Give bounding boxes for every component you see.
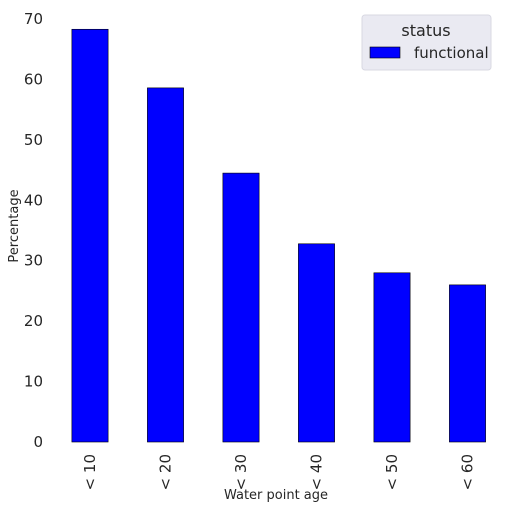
bar	[298, 243, 335, 443]
x-tick-label: < 30	[232, 454, 250, 490]
x-tick-label: < 50	[383, 454, 401, 490]
x-tick-label: < 20	[157, 454, 175, 490]
y-axis-label: Percentage	[7, 189, 22, 262]
x-tick-label: < 40	[308, 454, 326, 490]
y-tick-label: 50	[24, 131, 43, 149]
y-axis-ticks: 0 10 20 30 40 50 60 70	[24, 10, 43, 451]
y-tick-label: 70	[24, 10, 43, 28]
bar	[222, 172, 260, 443]
bar	[147, 87, 184, 443]
legend: status functional	[361, 14, 492, 71]
legend-label-functional: functional	[414, 44, 489, 62]
legend-title: status	[401, 21, 450, 40]
y-tick-label: 60	[24, 70, 43, 88]
y-tick-label: 40	[24, 191, 43, 209]
legend-swatch-functional	[369, 46, 401, 59]
y-tick-label: 30	[24, 252, 43, 270]
y-tick-label: 10	[24, 373, 43, 391]
x-axis-ticks: < 10 < 20 < 30 < 40 < 50 < 60	[81, 454, 477, 490]
y-tick-label: 0	[33, 433, 43, 451]
bars	[71, 28, 486, 443]
x-tick-label: < 60	[459, 454, 477, 490]
x-axis-label: Water point age	[224, 488, 328, 503]
bar	[449, 284, 486, 443]
bar	[373, 272, 411, 443]
bar	[71, 28, 109, 443]
x-tick-label: < 10	[81, 454, 99, 490]
y-tick-label: 20	[24, 312, 43, 330]
